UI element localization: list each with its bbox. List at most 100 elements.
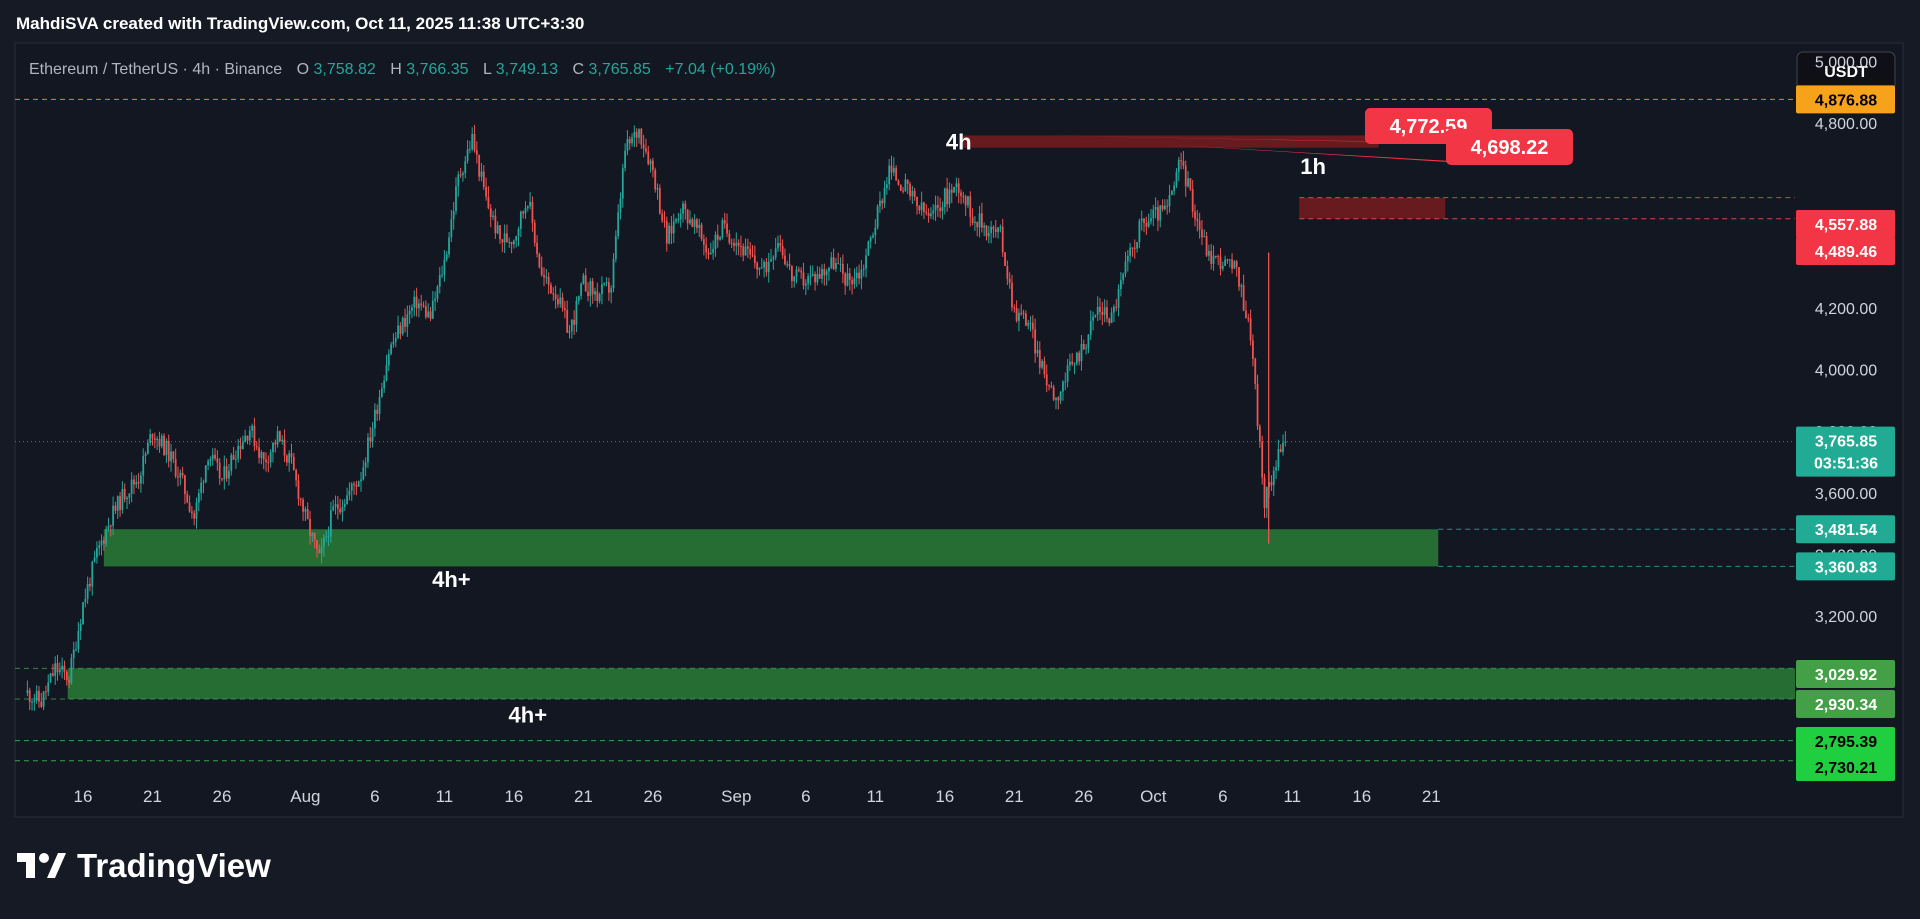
candle-body — [1013, 307, 1016, 309]
time-tick-label: Aug — [290, 787, 320, 806]
high-value: 3,766.35 — [406, 61, 468, 78]
candle-body — [522, 211, 525, 214]
candle-body — [86, 583, 89, 599]
candle-body — [1252, 340, 1254, 359]
candle-body — [353, 483, 355, 485]
candle-body — [742, 246, 745, 256]
candle-body — [144, 453, 147, 456]
candle-body — [698, 224, 701, 228]
candle-body — [876, 206, 879, 228]
candle-body — [441, 274, 443, 276]
candle-body — [413, 296, 416, 308]
candle-body — [91, 561, 94, 587]
candle-body — [823, 268, 826, 276]
candle-body — [35, 690, 38, 701]
tradingview-logo[interactable]: TradingView — [17, 847, 271, 884]
candle-body — [172, 451, 175, 460]
candle-body — [462, 173, 464, 176]
candle-body — [279, 431, 281, 442]
candle-body — [209, 459, 212, 462]
candle-body — [51, 673, 54, 676]
candle-body — [1117, 289, 1120, 308]
candle-body — [1235, 261, 1238, 268]
candle-body — [997, 227, 999, 232]
candle-body — [411, 307, 413, 311]
candle-body — [47, 682, 50, 693]
candle-body — [346, 495, 348, 505]
candle-body — [218, 462, 221, 479]
candle-body — [575, 300, 578, 325]
candle-body — [1119, 280, 1122, 290]
candle-body — [1219, 256, 1222, 269]
candle-body — [513, 240, 515, 245]
candle-body — [1108, 318, 1111, 324]
currency-button[interactable]: USDT — [1796, 51, 1896, 91]
candle-body — [524, 207, 527, 214]
candle-body — [1191, 189, 1194, 212]
candle-body — [371, 428, 374, 442]
candle-body — [526, 206, 529, 208]
candle-body — [1180, 159, 1182, 161]
candle-body — [246, 435, 249, 441]
candle-body — [654, 169, 657, 190]
price-label-9: 2,730.21 — [1796, 753, 1895, 781]
candle-body — [1034, 329, 1037, 354]
candle-body — [619, 198, 622, 213]
candle-body — [927, 213, 930, 217]
candle-body — [130, 479, 133, 494]
candle-body — [184, 475, 186, 495]
candle-body — [953, 186, 955, 193]
candle-body — [749, 248, 752, 255]
candle-body — [77, 630, 80, 650]
candle-body — [299, 498, 302, 500]
candle-body — [1159, 205, 1162, 221]
candle-body — [758, 267, 761, 270]
candle-body — [193, 513, 196, 519]
candle-body — [1177, 159, 1180, 172]
candle-body — [705, 244, 708, 253]
time-tick-label: 6 — [801, 787, 810, 806]
candle-body — [844, 273, 847, 286]
zone-label-0: 4h — [946, 130, 972, 155]
candle-body — [397, 325, 399, 339]
candle-body — [874, 227, 877, 236]
candle-body — [837, 263, 840, 265]
candle-body — [281, 439, 284, 442]
candle-body — [848, 273, 851, 280]
candle-body — [255, 446, 258, 448]
candle-body — [323, 537, 325, 547]
candle-body — [872, 235, 874, 238]
candle-body — [1024, 313, 1027, 326]
candle-body — [786, 264, 789, 266]
candle-body — [153, 438, 156, 440]
candle-body — [119, 496, 121, 510]
zone-labels: 4h 1h 4h+ 4h+ — [432, 130, 1326, 728]
candle-body — [1261, 441, 1264, 478]
candle-body — [1145, 223, 1148, 227]
candle-body — [334, 504, 337, 507]
candle-body — [999, 226, 1002, 228]
price-label-value: 2,795.39 — [1815, 734, 1877, 751]
time-axis: 16 21 26 Aug 6 11 16 21 26 Sep 6 11 16 21 26 Oct 6 11 16 21 — [74, 787, 1441, 806]
candle-body — [607, 282, 610, 293]
candle-body — [1272, 470, 1275, 486]
candle-body — [272, 442, 274, 453]
candle-body — [1228, 259, 1231, 261]
high-label: H — [390, 61, 402, 78]
candle-body — [689, 219, 691, 224]
candle-body — [350, 483, 353, 491]
candle-body — [860, 269, 863, 279]
candle-body — [888, 165, 891, 185]
candle-body — [197, 493, 200, 503]
candle-body — [1143, 218, 1145, 224]
candle-body — [784, 255, 786, 265]
candle-body — [42, 691, 45, 707]
candle-body — [260, 452, 263, 458]
candle-body — [482, 171, 485, 187]
tradingview-logo-text: TradingView — [77, 847, 271, 884]
candle-body — [791, 266, 793, 282]
candle-body — [506, 233, 508, 243]
candle-body — [112, 505, 115, 526]
candle-body — [223, 466, 226, 480]
candle-body — [971, 217, 974, 224]
